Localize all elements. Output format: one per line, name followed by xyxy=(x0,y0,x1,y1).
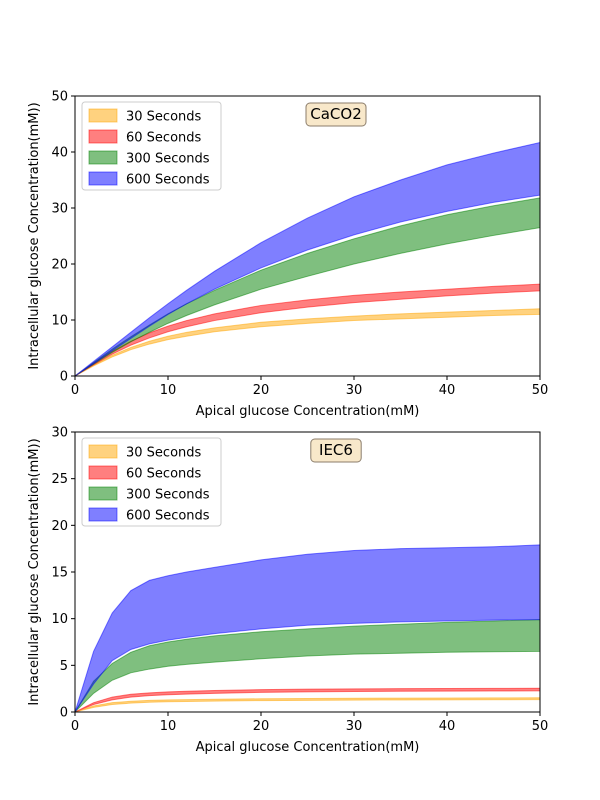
band-30-seconds xyxy=(75,697,540,712)
y-tick-label: 50 xyxy=(51,90,68,105)
legend-label: 30 Seconds xyxy=(126,446,202,461)
x-tick-label: 40 xyxy=(439,719,456,734)
legend: 30 Seconds 60 Seconds 300 Seconds 600 Secon… xyxy=(81,101,222,191)
x-tick-label: 0 xyxy=(71,383,79,398)
y-tick-label: 5 xyxy=(60,659,68,674)
legend-frame xyxy=(81,101,222,191)
band-60-seconds xyxy=(75,687,540,712)
legend-swatch-60-seconds xyxy=(88,129,118,144)
x-tick-label: 10 xyxy=(160,383,177,398)
y-tick-label: 20 xyxy=(51,258,68,273)
legend-swatch-300-seconds xyxy=(88,486,118,501)
legend-swatch-600-seconds xyxy=(88,171,118,186)
band-600-seconds xyxy=(75,544,540,712)
legend-label: 60 Seconds xyxy=(126,131,202,146)
y-tick-label: 15 xyxy=(51,566,68,581)
y-tick-label: 10 xyxy=(51,612,68,627)
x-tick-label: 20 xyxy=(253,383,270,398)
bands xyxy=(75,141,540,376)
x-tick-label: 20 xyxy=(253,719,270,734)
x-axis-label: Apical glucose Concentration(mM) xyxy=(196,404,420,419)
y-tick-label: 10 xyxy=(51,314,68,329)
chart-title-text: IEC6 xyxy=(319,441,353,459)
legend-label: 30 Seconds xyxy=(126,110,202,125)
chart-title-box xyxy=(305,102,367,127)
x-tick-label: 40 xyxy=(439,383,456,398)
chart-title: CaCO2 xyxy=(305,102,367,127)
legend-swatch-300-seconds xyxy=(88,150,118,165)
x-tick-label: 10 xyxy=(160,719,177,734)
y-tick-label: 0 xyxy=(60,370,68,385)
y-tick-label: 30 xyxy=(51,426,68,441)
iec6-chart: 0 10 20 30 40 50 0 5 10 15 20 25 30 Apical glucose Co… xyxy=(27,426,548,756)
chart-title-box xyxy=(310,438,362,463)
x-tick-label: 50 xyxy=(532,719,549,734)
legend-frame xyxy=(81,437,222,527)
band-300-seconds xyxy=(75,619,540,712)
x-tick-label: 0 xyxy=(71,719,79,734)
x-tick-label: 50 xyxy=(532,383,549,398)
x-tick-label: 30 xyxy=(346,719,363,734)
chart-title: IEC6 xyxy=(310,438,362,463)
legend-label: 600 Seconds xyxy=(126,509,210,524)
x-axis-label: Apical glucose Concentration(mM) xyxy=(196,740,420,755)
y-tick-label: 30 xyxy=(51,202,68,217)
legend-label: 600 Seconds xyxy=(126,173,210,188)
legend-swatch-600-seconds xyxy=(88,507,118,522)
legend-label: 60 Seconds xyxy=(126,467,202,482)
legend-swatch-60-seconds xyxy=(88,465,118,480)
bands xyxy=(75,544,540,712)
caco2-chart: 0 10 20 30 40 50 0 10 20 30 40 50 Apical glucose Con… xyxy=(27,90,548,420)
legend-label: 300 Seconds xyxy=(126,152,210,167)
x-tick-label: 30 xyxy=(346,383,363,398)
legend-label: 300 Seconds xyxy=(126,488,210,503)
chart-title-text: CaCO2 xyxy=(310,105,362,123)
y-axis-label: Intracellular glucose Concentration(mM)) xyxy=(27,102,42,369)
y-tick-label: 40 xyxy=(51,146,68,161)
band-30-seconds xyxy=(75,308,540,376)
band-60-seconds xyxy=(75,283,540,376)
band-600-seconds xyxy=(75,141,540,376)
y-tick-label: 20 xyxy=(51,519,68,534)
legend-swatch-30-seconds xyxy=(88,108,118,123)
y-tick-label: 25 xyxy=(51,472,68,487)
y-tick-label: 0 xyxy=(60,706,68,721)
legend-swatch-30-seconds xyxy=(88,444,118,459)
legend: 30 Seconds 60 Seconds 300 Seconds 600 Secon… xyxy=(81,437,222,527)
axes-frame xyxy=(74,95,541,377)
y-axis-label: Intracellular glucose Concentration(mM)) xyxy=(27,438,42,705)
